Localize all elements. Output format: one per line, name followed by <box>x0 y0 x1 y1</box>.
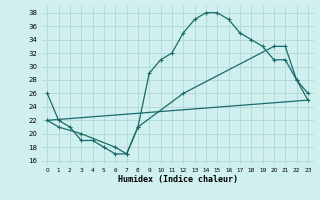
X-axis label: Humidex (Indice chaleur): Humidex (Indice chaleur) <box>118 175 237 184</box>
